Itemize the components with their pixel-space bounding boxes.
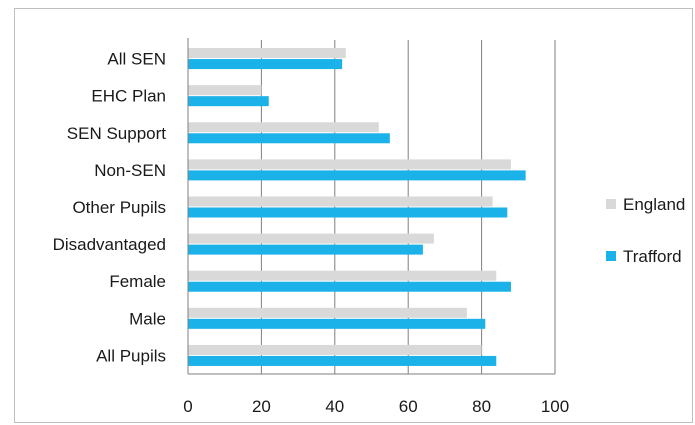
- category-label: Female: [109, 272, 166, 291]
- bar-england: [188, 196, 493, 207]
- bar-england: [188, 344, 482, 355]
- bar-trafford: [188, 244, 423, 255]
- bar-england: [188, 85, 262, 96]
- category-label: EHC Plan: [91, 87, 166, 106]
- category-label: Other Pupils: [72, 198, 166, 217]
- bar-trafford: [188, 96, 269, 107]
- category-label: Disadvantaged: [53, 235, 166, 254]
- legend-swatch-england: [606, 199, 616, 209]
- x-tick-label: 20: [252, 397, 271, 416]
- category-label: All SEN: [107, 50, 166, 69]
- bar-trafford: [188, 59, 343, 70]
- x-tick-label: 40: [325, 397, 344, 416]
- bar-trafford: [188, 170, 526, 181]
- bar-trafford: [188, 133, 390, 144]
- bar-england: [188, 270, 497, 281]
- bar-england: [188, 122, 379, 133]
- bar-england: [188, 307, 467, 318]
- x-tick-label: 80: [472, 397, 491, 416]
- legend-swatch-trafford: [606, 251, 616, 261]
- x-tick-label: 0: [183, 397, 192, 416]
- x-tick-label: 100: [541, 397, 569, 416]
- bar-trafford: [188, 207, 508, 218]
- category-label: All Pupils: [96, 346, 166, 365]
- bar-england: [188, 233, 434, 244]
- bar-trafford: [188, 281, 511, 292]
- bar-england: [188, 159, 511, 170]
- category-label: Male: [129, 309, 166, 328]
- bar-trafford: [188, 318, 486, 329]
- bar-england: [188, 48, 346, 59]
- legend-label: England: [623, 195, 685, 214]
- bar-trafford: [188, 355, 497, 366]
- x-tick-label: 60: [399, 397, 418, 416]
- category-label: SEN Support: [67, 124, 166, 143]
- category-label: Non-SEN: [94, 161, 166, 180]
- legend-label: Trafford: [623, 247, 682, 266]
